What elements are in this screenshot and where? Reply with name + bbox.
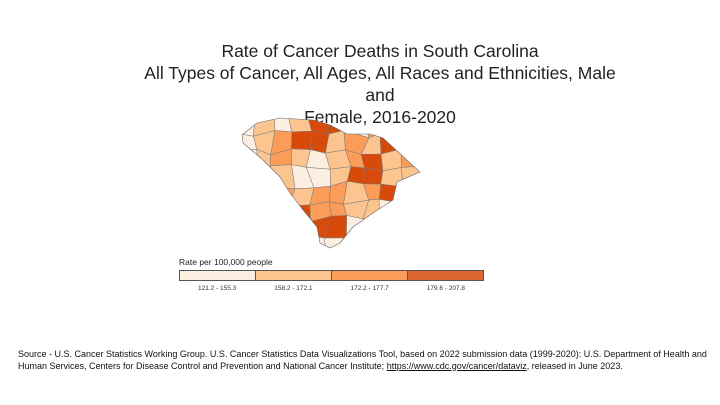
county (362, 217, 386, 240)
county (346, 215, 364, 240)
county (269, 232, 292, 248)
county (250, 181, 275, 202)
legend-label-4: 179.6 - 207.8 (426, 285, 466, 292)
legend-swatch-4 (408, 271, 483, 280)
county (287, 232, 311, 248)
county (379, 217, 400, 238)
county (270, 214, 292, 234)
county (242, 148, 258, 170)
county (398, 203, 420, 222)
legend-labels: 121.2 - 155.3 158.2 - 172.1 172.2 - 177.… (179, 285, 484, 292)
counties-layer (242, 118, 420, 248)
county (257, 165, 272, 188)
legend-swatch-2 (256, 271, 332, 280)
county (399, 232, 420, 248)
county (287, 214, 311, 236)
county (270, 201, 289, 216)
county (401, 131, 420, 153)
county (291, 131, 313, 150)
county (382, 234, 401, 248)
title-line-2: All Types of Cancer, All Ages, All Races… (144, 63, 616, 105)
county (363, 236, 386, 248)
county (270, 164, 296, 190)
county (271, 186, 296, 207)
source-link[interactable]: https://www.cdc.gov/cancer/dataviz (386, 360, 527, 371)
county (379, 131, 407, 155)
title-line-1: Rate of Cancer Deaths in South Carolina (221, 41, 539, 61)
chart-title: Rate of Cancer Deaths in South Carolina … (140, 40, 620, 128)
legend-swatch-1 (180, 271, 256, 280)
county (252, 214, 276, 233)
source-text: Source - U.S. Cancer Statistics Working … (18, 349, 707, 371)
title-line-3: Female, 2016-2020 (304, 107, 456, 127)
county (250, 200, 275, 222)
source-text-end: , released in June 2023. (526, 360, 623, 371)
legend-label-3: 172.2 - 177.7 (350, 285, 389, 292)
county (342, 237, 367, 248)
county (380, 167, 404, 188)
county (399, 217, 420, 236)
legend-bar (179, 270, 484, 281)
county (242, 231, 260, 248)
source-note: Source - U.S. Cancer Statistics Working … (18, 349, 708, 372)
county (402, 118, 420, 134)
legend-label-2: 158.2 - 172.1 (274, 285, 313, 292)
county (242, 221, 254, 234)
county (363, 167, 384, 185)
county (251, 231, 276, 248)
legend-swatch-3 (332, 271, 408, 280)
county (242, 200, 254, 223)
legend-label-1: 121.2 - 155.3 (197, 285, 237, 292)
county (379, 118, 407, 134)
legend-title: Rate per 100,000 people (179, 257, 273, 267)
county (401, 148, 420, 168)
county (287, 204, 311, 222)
county (242, 181, 258, 207)
state-outline (241, 117, 421, 249)
county (378, 198, 404, 219)
county (403, 182, 420, 204)
county (242, 166, 258, 184)
